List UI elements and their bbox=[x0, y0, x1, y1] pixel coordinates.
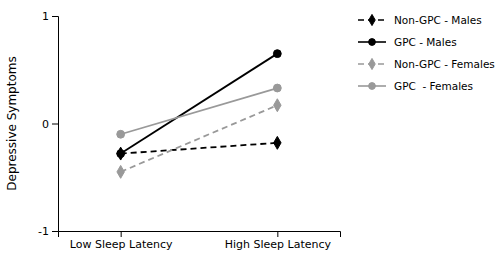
series-line bbox=[121, 105, 278, 172]
marks bbox=[117, 50, 281, 179]
y-tick: 1 bbox=[42, 10, 58, 23]
x-tick-label: High Sleep Latency bbox=[225, 238, 332, 251]
series-line bbox=[121, 88, 278, 134]
legend-item: Non-GPC - Males bbox=[358, 14, 482, 26]
legend: Non-GPC - Males GPC - Males Non-GPC - Fema… bbox=[358, 14, 495, 92]
x-axis: Low Sleep Latency High Sleep Latency bbox=[59, 231, 341, 251]
legend-label: Non-GPC - Males bbox=[394, 14, 482, 26]
legend-label: GPC - Females bbox=[394, 80, 473, 92]
point bbox=[117, 147, 124, 160]
x-tick: Low Sleep Latency bbox=[70, 231, 173, 251]
x-tick-label: Low Sleep Latency bbox=[70, 238, 173, 251]
series bbox=[117, 50, 281, 158]
y-tick-mark bbox=[52, 231, 58, 232]
y-tick-mark bbox=[52, 16, 58, 17]
point bbox=[117, 150, 125, 158]
point bbox=[273, 84, 281, 92]
point bbox=[274, 136, 281, 149]
legend-label: Non-GPC - Females bbox=[394, 58, 495, 70]
y-axis: -1 0 1 bbox=[38, 10, 58, 238]
point bbox=[117, 130, 125, 138]
legend-label: GPC - Males bbox=[394, 36, 457, 48]
y-tick: 0 bbox=[42, 118, 58, 131]
legend-marker bbox=[369, 14, 375, 25]
legend-item: GPC - Females bbox=[358, 80, 473, 92]
chart: -1 0 1 Low Sleep Latency High Sleep Latency D… bbox=[0, 0, 500, 265]
point bbox=[117, 165, 124, 178]
legend-item: GPC - Males bbox=[358, 36, 457, 48]
x-tick-mark bbox=[121, 231, 122, 237]
y-tick-label: 0 bbox=[42, 118, 49, 131]
y-tick: -1 bbox=[38, 225, 58, 238]
point bbox=[274, 99, 281, 112]
y-axis-title: Depressive Symptoms bbox=[5, 56, 19, 190]
series bbox=[117, 84, 281, 138]
plot: -1 0 1 Low Sleep Latency High Sleep Latency bbox=[38, 10, 340, 251]
legend-marker bbox=[369, 39, 376, 46]
y-tick-label: -1 bbox=[38, 225, 49, 238]
y-axis-line bbox=[52, 17, 59, 232]
y-tick-label: 1 bbox=[42, 10, 49, 23]
x-axis-line bbox=[59, 232, 341, 238]
legend-item: Non-GPC - Females bbox=[358, 58, 495, 70]
legend-marker bbox=[369, 58, 375, 69]
point bbox=[273, 50, 281, 58]
series-line bbox=[121, 143, 278, 154]
y-tick-mark bbox=[52, 124, 58, 125]
x-tick: High Sleep Latency bbox=[225, 231, 332, 251]
legend-marker bbox=[369, 83, 376, 90]
x-tick-mark bbox=[277, 231, 278, 237]
